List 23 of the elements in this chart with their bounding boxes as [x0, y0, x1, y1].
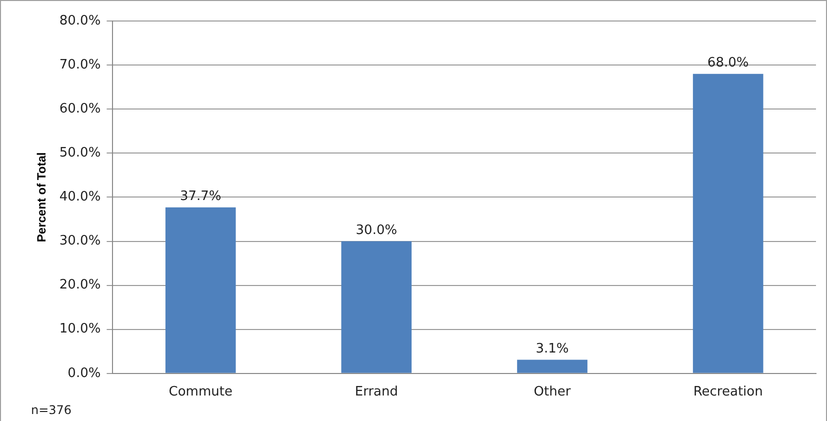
y-tick-label: 50.0% [59, 146, 101, 161]
x-tick-label: Errand [354, 384, 398, 400]
data-label: 30.0% [356, 223, 398, 238]
bar [517, 360, 588, 373]
text: n=376 [31, 403, 72, 417]
y-tick-label: 60.0% [59, 101, 101, 116]
data-label: 3.1% [536, 342, 569, 357]
y-tick-label: 80.0% [59, 13, 101, 28]
x-tick-label: Recreation [693, 384, 763, 400]
x-tick-label: Other [534, 384, 572, 400]
x-tick-label: Commute [168, 384, 232, 400]
y-tick-label: 20.0% [59, 278, 101, 293]
data-label: 68.0% [707, 56, 749, 71]
y-axis-title: Percent of Total [34, 152, 49, 242]
bar [341, 241, 412, 373]
y-tick-label: 70.0% [59, 57, 101, 72]
y-tick-label: 30.0% [59, 234, 101, 249]
y-tick-label: 0.0% [68, 366, 101, 381]
bar [692, 74, 764, 373]
y-tick-label: 40.0% [59, 190, 101, 205]
data-label: 37.7% [180, 189, 222, 204]
bar [165, 207, 236, 373]
y-tick-label: 10.0% [59, 322, 101, 337]
